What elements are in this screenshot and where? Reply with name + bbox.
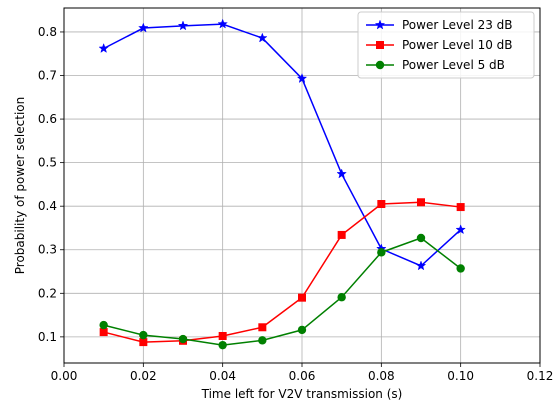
legend-marker-3	[375, 60, 385, 70]
series-3-point	[258, 336, 267, 345]
series-3-point	[99, 320, 108, 330]
series-1-point	[257, 32, 268, 43]
series-2-point	[417, 198, 425, 207]
series-1-point	[296, 73, 308, 84]
axis-ticks: 0.00 0.02 0.04 0.06 0.08 0.10 0.12 0.1 0.2 0.3 0.4…	[38, 25, 553, 383]
y-tick-label: 0.2	[38, 286, 57, 300]
series-2-point	[298, 293, 306, 302]
series-2-point	[99, 328, 108, 337]
series-layer	[98, 18, 466, 350]
series-3-point	[139, 330, 148, 340]
x-tick-label: 0.10	[447, 369, 474, 383]
y-tick-label: 0.1	[38, 330, 57, 344]
series-1-point	[415, 260, 427, 271]
series-2-line	[103, 201, 461, 343]
series-2-point	[218, 331, 227, 340]
series-3	[99, 233, 465, 350]
series-1-point	[98, 42, 109, 53]
y-tick-label: 0.8	[38, 25, 57, 39]
y-tick-label: 0.5	[38, 156, 57, 170]
y-tick-label: 0.7	[38, 69, 57, 83]
legend-label-2: Power Level 10 dB	[402, 38, 513, 52]
legend-marker-1	[374, 19, 386, 30]
legend: Power Level 23 dB Power Level 10 dB Power …	[357, 11, 535, 79]
x-tick-label: 0.04	[209, 369, 236, 383]
series-3-point	[377, 248, 386, 257]
series-1-point	[177, 20, 189, 31]
series-1-point	[336, 168, 347, 179]
series-2-point	[139, 338, 148, 347]
series-2-point	[258, 323, 267, 332]
y-tick-label: 0.4	[38, 199, 57, 213]
legend-box	[357, 11, 535, 79]
series-2	[99, 198, 465, 347]
x-axis-label: Time left for V2V transmission (s)	[201, 387, 403, 401]
y-tick-label: 0.3	[38, 243, 57, 257]
x-tick-label: 0.02	[130, 369, 157, 383]
series-2-point	[377, 200, 386, 209]
x-tick-label: 0.06	[289, 369, 316, 383]
series-1-point	[455, 224, 466, 235]
series-1-point	[138, 22, 149, 33]
legend-label-1: Power Level 23 dB	[402, 18, 513, 32]
series-3-point	[337, 293, 346, 302]
x-tick-label: 0.00	[51, 369, 78, 383]
series-3-point	[297, 325, 307, 335]
series-2-point	[337, 230, 346, 239]
y-tick-label: 0.6	[38, 112, 57, 126]
series-1-point	[217, 18, 228, 29]
x-tick-label: 0.12	[527, 369, 554, 383]
series-3-line	[103, 237, 462, 346]
series-3-point	[456, 264, 465, 273]
series-1-line	[103, 23, 462, 267]
series-1	[98, 18, 466, 271]
series-3-point	[416, 233, 426, 243]
series-2-point	[456, 203, 465, 212]
x-tick-label: 0.08	[368, 369, 395, 383]
legend-label-3: Power Level 5 dB	[402, 58, 505, 72]
series-3-point	[178, 334, 188, 344]
y-axis-label: Probability of power selection	[13, 97, 27, 274]
series-3-point	[218, 340, 227, 350]
legend-marker-2	[376, 41, 384, 49]
